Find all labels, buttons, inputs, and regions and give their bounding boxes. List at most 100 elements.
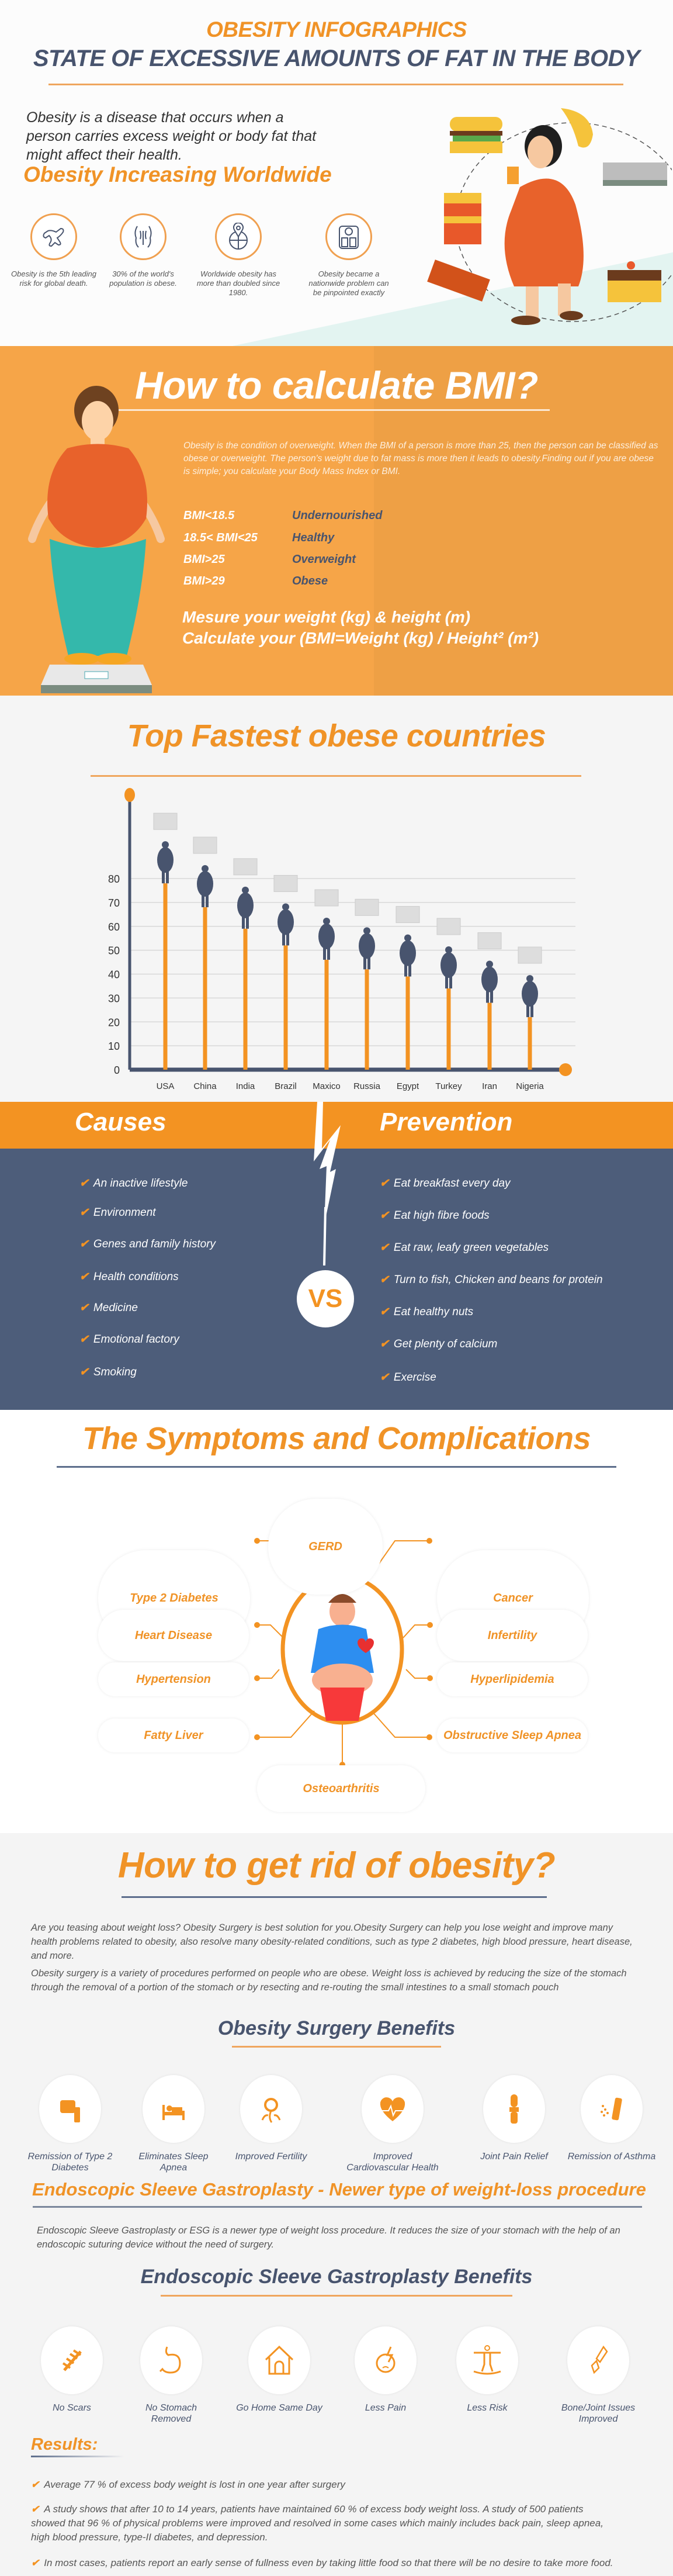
cause-item: ✔ Genes and family history <box>79 1238 216 1250</box>
headache-icon <box>355 2326 417 2394</box>
cause-item: ✔ Medicine <box>79 1302 138 1314</box>
fries-icon <box>444 193 481 244</box>
benefit-label: Bone/Joint Issues Improved <box>561 2403 636 2424</box>
stat-caption: Worldwide obesity has more than doubled … <box>196 269 280 297</box>
svg-text:Russia: Russia <box>353 1081 381 1091</box>
fertility-icon <box>240 2075 302 2143</box>
symptom-pill: Hyperlipidemia <box>437 1662 588 1696</box>
check-icon: ✔ <box>380 1338 389 1350</box>
globe-pin-icon <box>215 213 262 260</box>
benefit-label: Go Home Same Day <box>236 2403 322 2413</box>
stat-item: 30% of the world's population is obese. <box>99 213 187 288</box>
bar-chart: 0 10 20 30 40 50 60 70 80 USA China India Brazil Maxi… <box>108 788 575 1091</box>
check-icon: ✔ <box>380 1242 389 1254</box>
get-rid-divider <box>122 1896 547 1898</box>
woman-on-scale-illustration <box>26 381 166 696</box>
prevention-item: ✔ Eat breakfast every day <box>380 1177 511 1190</box>
prevention-item: ✔ Turn to fish, Chicken and beans for pro… <box>380 1274 603 1286</box>
esg-text: Endoscopic Sleeve Gastroplasty or ESG is… <box>37 2225 620 2250</box>
prevention-item: ✔ Exercise <box>380 1371 436 1384</box>
esg-benefits-divider <box>161 2295 512 2297</box>
bmi-title: How to calculate BMI? <box>135 364 538 407</box>
check-icon: ✔ <box>79 1206 89 1219</box>
surgery-benefits-divider <box>232 2046 441 2048</box>
burger-icon <box>450 117 502 153</box>
cause-item: ✔ Smoking <box>79 1366 137 1378</box>
symptoms-section: The Symptoms and Complications GERD Type… <box>0 1410 673 1833</box>
benefit-item: No Scars <box>25 2326 119 2414</box>
surgery-intro-text: Are you teasing about weight loss? Obesi… <box>31 1923 633 1961</box>
stomach-icon <box>140 2326 202 2394</box>
stat-item: Obesity is the 5th leading risk for glob… <box>10 213 98 288</box>
svg-text:20: 20 <box>108 1016 120 1028</box>
inhaler-icon <box>581 2075 643 2143</box>
house-icon <box>248 2326 310 2394</box>
benefit-label: Less Pain <box>365 2403 407 2413</box>
symptom-pill: Hypertension <box>98 1662 249 1696</box>
svg-text:0: 0 <box>114 1064 120 1076</box>
lightning-divider <box>314 1102 341 1266</box>
check-icon: ✔ <box>79 1366 89 1378</box>
symptom-pill: Heart Disease <box>98 1610 249 1661</box>
croissant-icon <box>561 108 593 148</box>
benefit-label: Remission of Type 2 Diabetes <box>27 2152 113 2173</box>
prevention-title: Prevention <box>380 1108 513 1136</box>
benefit-label: Eliminates Sleep Apnea <box>138 2152 209 2173</box>
results-title: Results: <box>31 2435 98 2454</box>
svg-text:Maxico: Maxico <box>313 1081 341 1091</box>
check-icon: ✔ <box>79 1333 89 1346</box>
svg-text:60: 60 <box>108 921 120 933</box>
symptom-pill: Osteoarthritis <box>257 1765 425 1812</box>
check-icon: ✔ <box>31 2557 40 2568</box>
benefit-item: Improved Cardiovascular Health <box>346 2075 439 2173</box>
benefit-item: Improved Fertility <box>224 2075 318 2162</box>
benefit-item: Eliminates Sleep Apnea <box>127 2075 220 2173</box>
surgery-description-text: Obesity surgery is a variety of procedur… <box>31 1968 627 1993</box>
result-item: ✔ A study shows that after 10 to 14 years… <box>31 2504 603 2543</box>
svg-text:30: 30 <box>108 993 120 1004</box>
page-subtitle: STATE OF EXCESSIVE AMOUNTS OF FAT IN THE… <box>33 46 640 71</box>
woman-eating-illustration <box>421 105 673 351</box>
flag-icon <box>396 906 420 924</box>
chart-title: Top Fastest obese countries <box>127 718 546 753</box>
benefit-item: Remission of Type 2 Diabetes <box>23 2075 117 2173</box>
knee-joint-icon <box>483 2075 545 2143</box>
symptom-pill: Fatty Liver <box>98 1719 249 1752</box>
check-icon: ✔ <box>31 2504 40 2515</box>
svg-text:China: China <box>193 1081 217 1091</box>
check-icon: ✔ <box>380 1306 389 1318</box>
scale-decoration <box>603 162 667 186</box>
page-title: OBESITY INFOGRAPHICS <box>206 18 467 42</box>
torso-icon <box>120 213 166 260</box>
check-icon: ✔ <box>380 1209 389 1222</box>
svg-text:70: 70 <box>108 897 120 909</box>
svg-text:Turkey: Turkey <box>435 1081 462 1091</box>
get-rid-section: How to get rid of obesity? Are you teasi… <box>0 1833 673 2576</box>
flag-icon <box>436 918 461 935</box>
check-icon: ✔ <box>79 1238 89 1250</box>
obese-man-illustration <box>311 1594 374 1721</box>
flag-icon <box>153 812 178 830</box>
benefit-item: Bone/Joint Issues Improved <box>551 2326 645 2425</box>
check-icon: ✔ <box>79 1271 89 1283</box>
surgery-benefits-title: Obesity Surgery Benefits <box>217 2017 456 2039</box>
svg-text:80: 80 <box>108 873 120 885</box>
benefit-label: Remission of Asthma <box>567 2152 656 2162</box>
symptoms-title: The Symptoms and Complications <box>82 1421 591 1456</box>
cause-item: ✔ Environment <box>79 1206 156 1219</box>
svg-text:India: India <box>236 1081 255 1091</box>
bmi-description: Obesity is the condition of overweight. … <box>183 441 658 476</box>
svg-text:Nigeria: Nigeria <box>516 1081 544 1091</box>
benefit-label: Less Risk <box>467 2403 508 2413</box>
flag-icon <box>233 858 258 876</box>
check-icon: ✔ <box>79 1302 89 1314</box>
intro-text: Obesity is a disease that occurs when a … <box>26 109 317 163</box>
stat-caption: 30% of the world's population is obese. <box>109 269 177 288</box>
esg-benefits-title: Endoscopic Sleeve Gastroplasty Benefits <box>140 2266 533 2288</box>
woman-figure <box>504 125 584 325</box>
bmi-step-measure: Mesure your weight (kg) & height (m) <box>182 608 471 626</box>
symptom-pill: GERD <box>268 1499 383 1595</box>
check-icon: ✔ <box>380 1371 389 1384</box>
check-icon: ✔ <box>380 1177 389 1190</box>
svg-text:50: 50 <box>108 945 120 957</box>
